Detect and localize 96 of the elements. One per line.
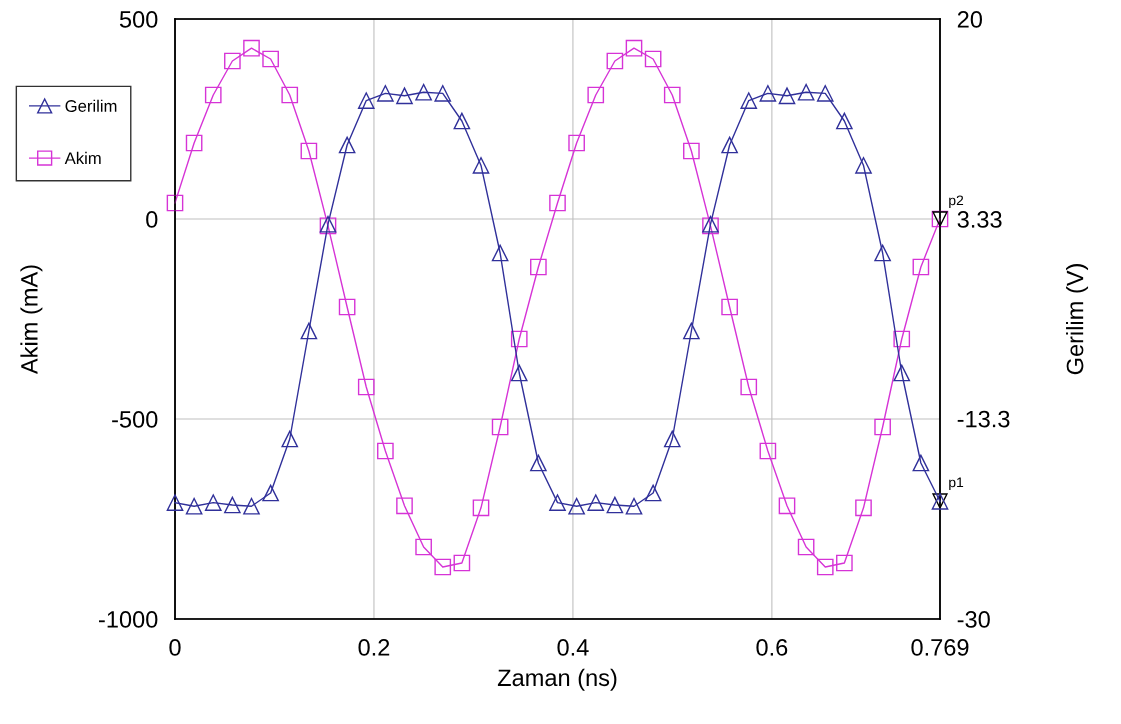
point	[281, 86, 299, 104]
x-tick-label: 0.2	[358, 639, 390, 656]
point	[204, 86, 222, 104]
point	[357, 378, 375, 396]
point	[185, 497, 203, 515]
point	[816, 558, 834, 576]
point	[568, 134, 585, 152]
y2-tick-label: -30	[957, 611, 990, 628]
x-tick-label: 0	[169, 639, 181, 656]
point	[549, 194, 566, 212]
y2-tick-label: 20	[957, 11, 983, 28]
y-axis-title: Akim (mA)	[20, 265, 43, 375]
point	[204, 494, 222, 511]
point	[644, 484, 662, 502]
point	[281, 430, 299, 448]
y-tick-label: -500	[112, 411, 158, 428]
point	[759, 85, 777, 102]
x-tick-label: 0.769	[911, 639, 969, 656]
legend-label: Akim	[64, 151, 101, 164]
point	[357, 92, 375, 109]
point	[243, 39, 260, 57]
point	[721, 298, 738, 316]
point	[740, 378, 758, 396]
point	[224, 52, 241, 70]
point	[510, 330, 528, 348]
point	[606, 52, 624, 70]
y-tick-label: -1000	[99, 611, 158, 628]
point	[587, 494, 605, 511]
x-tick-label: 0.6	[756, 639, 788, 656]
point	[396, 87, 413, 105]
point	[797, 83, 815, 101]
point	[453, 554, 471, 572]
point	[300, 142, 318, 160]
point	[530, 454, 547, 472]
point	[740, 92, 758, 109]
point	[338, 136, 356, 154]
point	[797, 538, 815, 556]
legend-label: Gerilim	[65, 99, 117, 112]
x-axis-title: Zaman (ns)	[497, 668, 617, 691]
point	[510, 364, 528, 382]
point	[415, 538, 432, 556]
point	[683, 322, 700, 340]
point	[166, 194, 184, 212]
point	[893, 364, 911, 382]
point	[912, 258, 930, 276]
point	[377, 85, 394, 102]
y2-axis-title: Gerilim (V)	[1066, 264, 1089, 375]
point	[721, 136, 738, 154]
point	[568, 497, 585, 515]
point	[816, 85, 834, 102]
point	[166, 494, 184, 511]
point	[855, 157, 872, 174]
point	[836, 112, 853, 130]
point	[491, 244, 509, 262]
annotation: p2	[949, 195, 964, 208]
point	[778, 87, 796, 105]
point	[874, 418, 891, 436]
point	[759, 442, 777, 460]
point	[243, 497, 260, 515]
point	[874, 244, 891, 262]
point	[262, 484, 279, 502]
point	[338, 298, 356, 316]
point	[625, 39, 643, 57]
point	[663, 86, 681, 104]
y2-tick-label: -13.3	[957, 410, 1010, 428]
point	[587, 86, 605, 104]
point	[778, 497, 796, 515]
point	[836, 554, 853, 572]
point	[606, 496, 624, 514]
point	[224, 496, 241, 514]
annotation: p1	[949, 477, 964, 490]
point	[415, 83, 432, 101]
y-tick-label: 500	[119, 11, 158, 28]
point	[434, 85, 452, 102]
point	[912, 454, 930, 472]
point	[185, 134, 203, 152]
x-tick-label: 0.4	[557, 639, 589, 656]
y2-tick-label: 3.33	[957, 211, 1002, 228]
point	[549, 494, 566, 511]
point	[472, 157, 490, 174]
point	[683, 142, 700, 160]
point	[472, 499, 490, 517]
point	[377, 442, 394, 460]
point	[491, 418, 509, 436]
point	[396, 497, 413, 515]
point	[625, 497, 643, 515]
point	[644, 50, 662, 68]
point	[434, 558, 452, 576]
point	[453, 112, 471, 130]
y-tick-label: 0	[146, 211, 158, 228]
point	[262, 50, 279, 68]
point	[530, 258, 547, 276]
point	[893, 330, 911, 348]
point	[663, 430, 681, 448]
point	[300, 322, 318, 340]
point	[855, 499, 872, 517]
